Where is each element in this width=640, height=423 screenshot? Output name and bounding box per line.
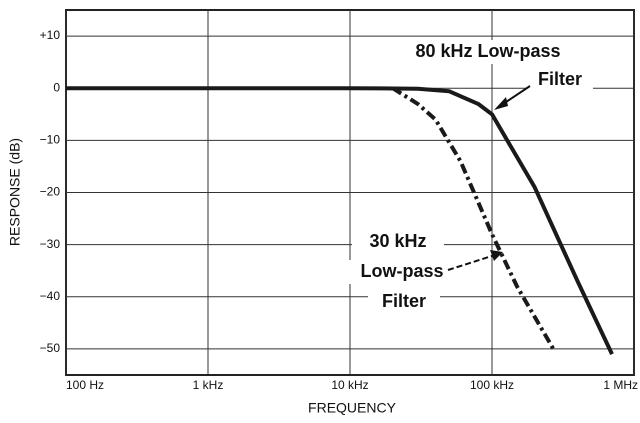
annotation-bg — [368, 290, 440, 314]
annotation: Low-pass — [360, 261, 443, 281]
annotation: 80 kHz Low-pass — [415, 41, 560, 61]
annotation-bg — [403, 40, 573, 64]
x-tick-label: 100 kHz — [470, 378, 514, 392]
y-tick-label: 0 — [53, 80, 60, 94]
annotation-bg — [342, 260, 462, 284]
annotation: 30 kHz — [369, 231, 426, 251]
y-tick-label: +10 — [40, 28, 61, 42]
x-tick-label: 1 kHz — [193, 378, 224, 392]
x-axis-label: FREQUENCY — [308, 400, 397, 416]
line-series — [391, 86, 556, 350]
annotation: Filter — [382, 291, 426, 311]
y-axis-label: RESPONSE (dB) — [7, 138, 23, 246]
y-tick-label: −30 — [40, 237, 61, 251]
arrow-head — [490, 250, 503, 261]
y-tick-label: −40 — [40, 289, 61, 303]
x-tick-label: 10 kHz — [331, 378, 368, 392]
x-tick-label: 1 MHz — [603, 378, 638, 392]
y-tick-label: −10 — [40, 133, 61, 147]
annotation-bg — [352, 230, 444, 254]
y-tick-label: −50 — [40, 341, 61, 355]
line-series — [66, 86, 614, 355]
arrow-head — [494, 97, 508, 110]
x-tick-label: 100 Hz — [66, 378, 104, 392]
arrow — [447, 254, 496, 271]
annotation: Filter — [538, 69, 582, 89]
annotation-bg — [527, 68, 593, 92]
y-tick-label: −20 — [40, 185, 61, 199]
